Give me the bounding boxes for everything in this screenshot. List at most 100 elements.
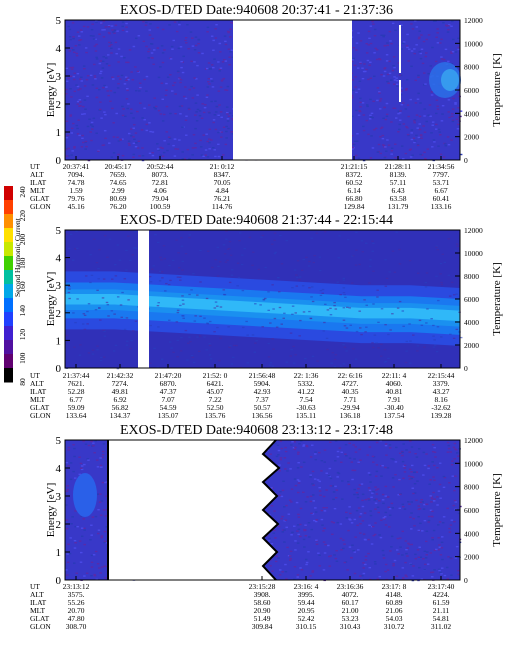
spectrogram-cell bbox=[191, 356, 195, 359]
orbit-value: 8372. bbox=[346, 170, 363, 179]
spectrogram-cell bbox=[188, 234, 192, 236]
spectrogram-cell bbox=[377, 511, 380, 514]
spectrogram-cell bbox=[347, 480, 350, 483]
spectrogram-cell bbox=[450, 574, 453, 576]
spectrogram-cell bbox=[332, 498, 335, 501]
spectrogram-cell bbox=[114, 41, 118, 44]
spectrogram-cell bbox=[88, 118, 91, 120]
spectrogram-cell bbox=[79, 561, 83, 563]
spectrogram-cell bbox=[375, 498, 378, 500]
spectrogram-cell bbox=[293, 441, 296, 443]
spectrogram-cell bbox=[168, 264, 171, 267]
spectrogram-cell bbox=[66, 485, 70, 487]
spectrogram-cell bbox=[298, 442, 301, 445]
spectrogram-cell bbox=[199, 281, 202, 283]
spectrogram-cell bbox=[404, 89, 408, 91]
orbit-value: 54.59 bbox=[160, 403, 177, 412]
spectrogram-cell bbox=[409, 98, 412, 101]
orbit-value: 3379. bbox=[433, 379, 450, 388]
spectrogram-cell bbox=[84, 140, 88, 143]
spectrogram-cell bbox=[375, 464, 379, 466]
spectrogram-cell bbox=[441, 558, 444, 561]
orbit-row-label: ILAT bbox=[30, 178, 47, 187]
spectrogram-cell bbox=[379, 127, 383, 130]
spectrogram-cell bbox=[425, 322, 428, 324]
spectrogram-cell bbox=[356, 524, 359, 527]
spectrogram-cell bbox=[312, 494, 315, 496]
orbit-value: 7094. bbox=[68, 170, 85, 179]
spectrogram-cell bbox=[370, 112, 374, 115]
spectrogram-cell bbox=[403, 464, 407, 466]
spectrogram-cell bbox=[218, 42, 222, 45]
spectrogram-cell bbox=[227, 31, 230, 34]
spectrogram-cell bbox=[127, 103, 130, 105]
spectrogram-cell bbox=[90, 121, 94, 124]
spectrogram-cell bbox=[348, 307, 351, 309]
spectrogram-cell bbox=[422, 451, 426, 454]
spectrogram-cell bbox=[365, 326, 368, 328]
spectrogram-cell bbox=[193, 320, 197, 322]
spectrogram-cell bbox=[100, 566, 104, 568]
spectrogram-cell bbox=[449, 524, 453, 526]
spectrogram-cell bbox=[161, 277, 164, 279]
spectrogram-cell bbox=[100, 536, 103, 539]
spectrogram-cell bbox=[370, 543, 374, 545]
spectrogram-cell bbox=[413, 119, 417, 121]
spectrogram-cell bbox=[97, 149, 100, 152]
orbit-value: 47.80 bbox=[68, 614, 85, 623]
spectrogram-cell bbox=[368, 489, 372, 492]
spectrogram-cell bbox=[384, 360, 388, 363]
spectrogram-cell bbox=[309, 474, 312, 476]
spectrogram-cell bbox=[198, 114, 202, 117]
spectrogram-cell bbox=[382, 145, 386, 147]
spectrogram-cell bbox=[338, 447, 342, 449]
spectrogram-cell bbox=[432, 451, 435, 453]
spectrogram-cell bbox=[279, 234, 282, 237]
orbit-value: 135.76 bbox=[205, 411, 226, 420]
spectrogram-cell bbox=[95, 132, 98, 134]
spectrogram-cell bbox=[411, 487, 414, 489]
spectrogram-cell bbox=[93, 452, 96, 454]
spectrogram-cell bbox=[414, 102, 418, 104]
orbit-value: 3575. bbox=[68, 590, 85, 599]
spectrogram-cell bbox=[369, 157, 373, 159]
spectrogram-cell bbox=[380, 34, 383, 36]
orbit-value: 8139. bbox=[390, 170, 407, 179]
spectrogram-cell bbox=[125, 79, 128, 82]
spectrogram-cell bbox=[66, 561, 70, 563]
spectrogram-cell bbox=[274, 537, 277, 539]
spectrogram-cell bbox=[374, 475, 378, 477]
spectrogram-cell bbox=[448, 482, 451, 484]
spectrogram-cell bbox=[437, 568, 441, 571]
spectrogram-cell bbox=[277, 454, 280, 456]
spectrogram-cell bbox=[77, 119, 80, 121]
spectrogram-cell bbox=[385, 277, 389, 280]
spectrogram-cell bbox=[229, 345, 232, 347]
spectrogram-cell bbox=[84, 141, 87, 144]
spectrogram-cell bbox=[125, 61, 128, 64]
spectrogram-cell bbox=[355, 91, 358, 94]
spectrogram-cell bbox=[161, 52, 165, 54]
spectrogram-cell bbox=[280, 495, 284, 498]
spectrogram-cell bbox=[433, 141, 436, 143]
spectrogram-cell bbox=[150, 52, 154, 54]
spectrogram-cell bbox=[267, 342, 270, 345]
spectrogram-cell bbox=[420, 137, 423, 139]
spectrogram-cell bbox=[202, 111, 206, 114]
spectrogram-cell bbox=[360, 333, 363, 336]
spectrogram-cell bbox=[300, 466, 303, 468]
spectrogram-cell bbox=[391, 22, 395, 25]
spectrogram-cell bbox=[442, 475, 446, 478]
spectrogram-cell bbox=[401, 454, 404, 457]
spectrogram-cell bbox=[119, 304, 123, 306]
spectrogram-cell bbox=[163, 257, 166, 260]
spectrogram-cell bbox=[91, 84, 95, 86]
spectrogram-cell bbox=[432, 476, 435, 478]
spectrogram-cell bbox=[157, 326, 160, 328]
spectrogram-cell bbox=[292, 362, 296, 364]
orbit-value: 21:21:15 bbox=[341, 162, 368, 171]
spectrogram-cell bbox=[86, 26, 90, 28]
colorbar-label: Second Harmonic Current bbox=[13, 217, 22, 297]
spectrogram-cell bbox=[440, 120, 444, 122]
spectrogram-cell bbox=[450, 25, 453, 27]
